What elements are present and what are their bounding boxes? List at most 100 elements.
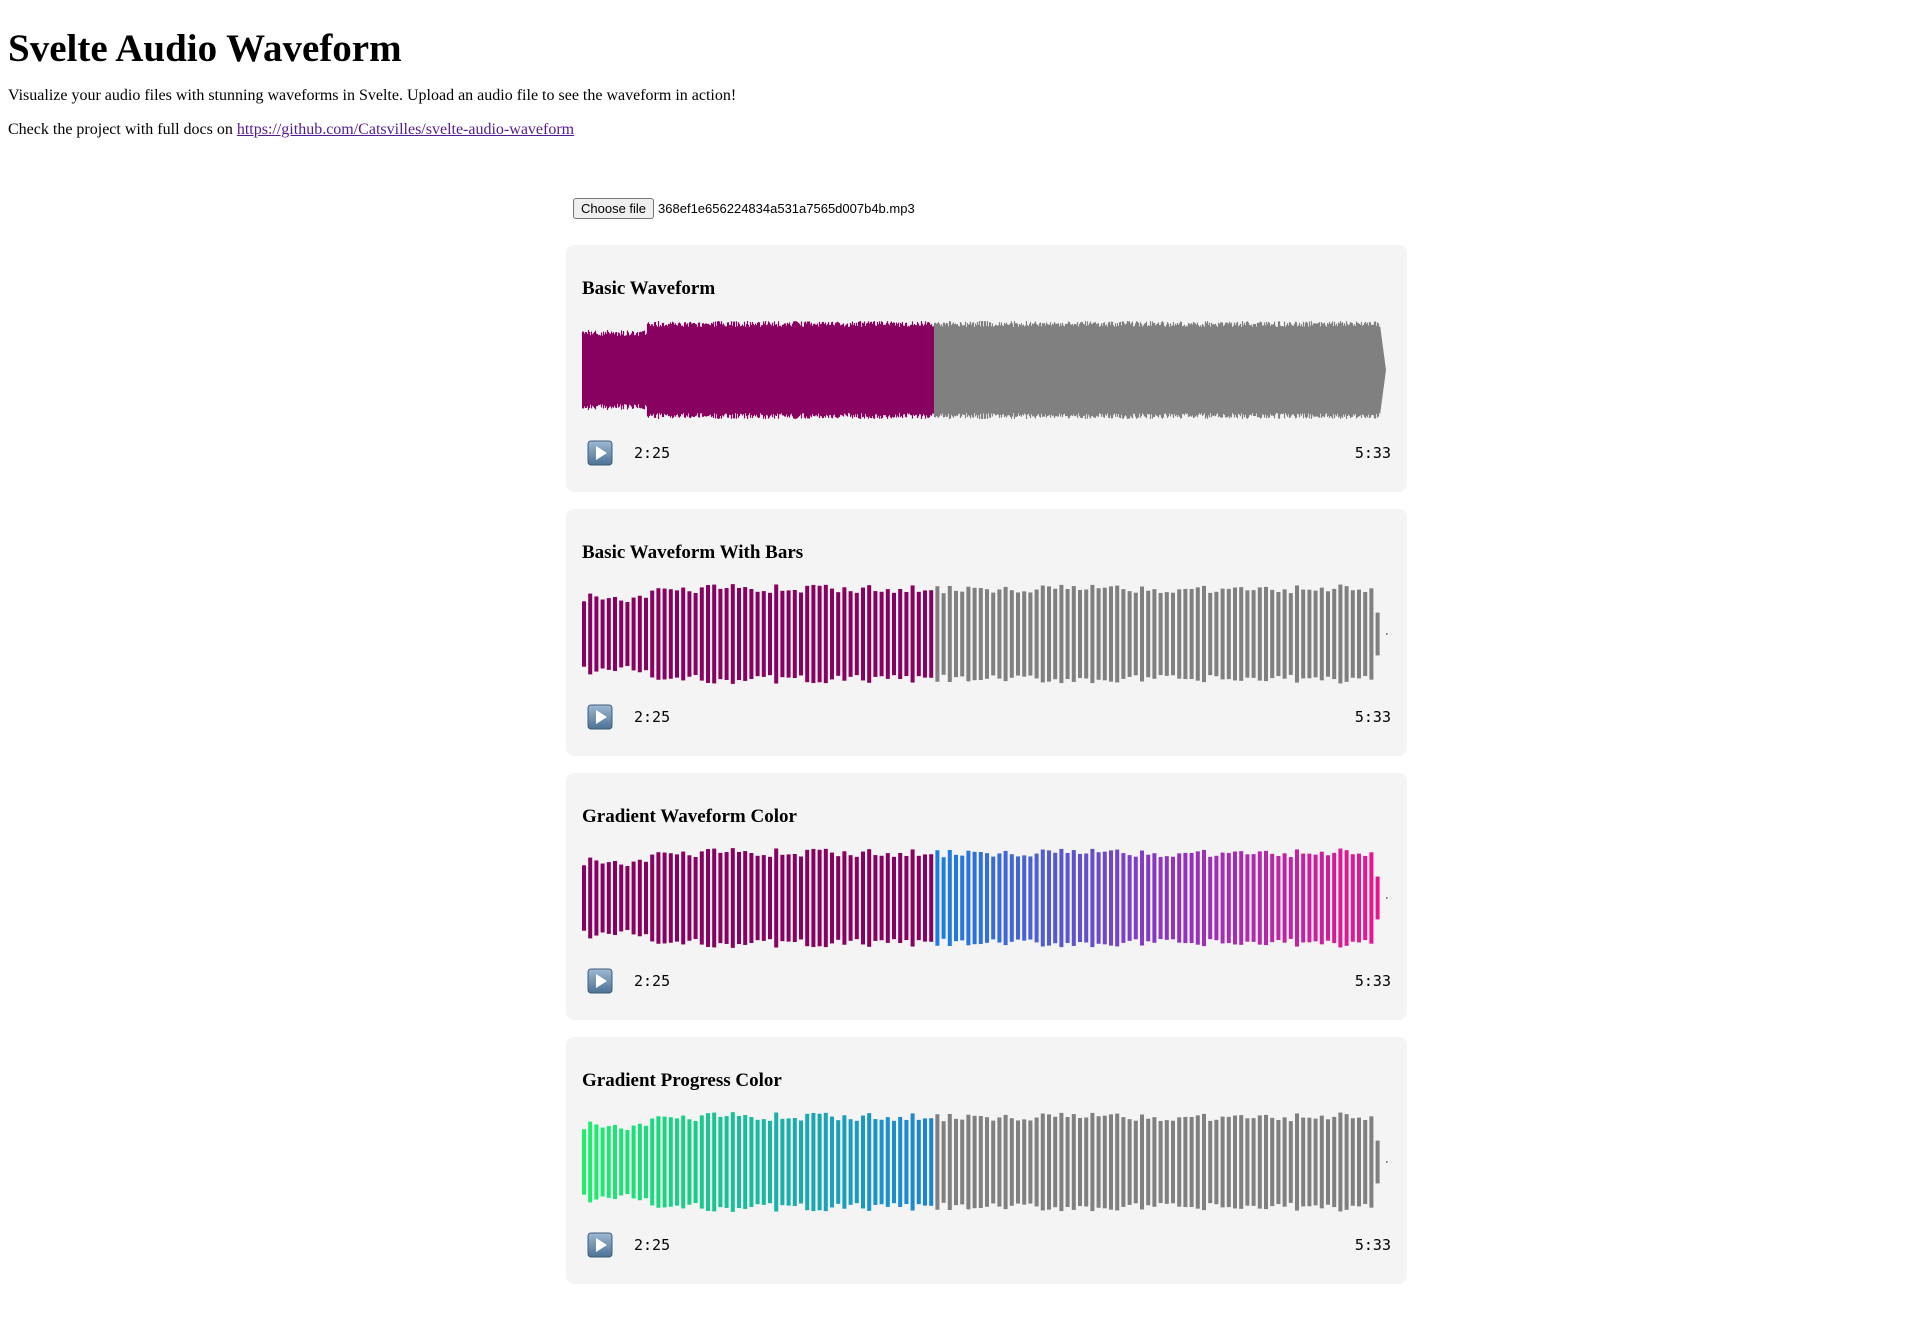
waveform-canvas[interactable] <box>582 583 1388 685</box>
waveform-bar <box>1009 590 1014 678</box>
waveform-progress-bar <box>873 591 878 677</box>
waveform-bar <box>954 854 958 942</box>
waveform-progress-bar <box>885 853 890 943</box>
waveform-bar <box>1146 590 1151 678</box>
waveform-bar <box>947 1114 952 1210</box>
waveform-bar <box>1047 850 1051 946</box>
waveform-bar <box>1022 591 1027 677</box>
waveform-bar <box>1177 853 1182 943</box>
play-icon <box>587 1232 613 1258</box>
waveform-progress-bar <box>842 587 847 681</box>
waveform-progress-bar <box>780 1118 785 1206</box>
waveform-bar <box>1034 1117 1039 1207</box>
waveform-bar <box>1028 1120 1033 1204</box>
waveform-bar <box>1202 1113 1206 1211</box>
waveform-progress-bar <box>743 587 748 681</box>
choose-file-button[interactable]: Choose file <box>573 198 655 219</box>
waveform-progress-bar <box>873 1119 878 1205</box>
card-title: Gradient Waveform Color <box>582 806 797 827</box>
waveform-bar <box>972 587 977 681</box>
waveform-canvas[interactable] <box>582 847 1388 949</box>
waveform-bar <box>1059 848 1064 948</box>
waveform-canvas[interactable] <box>582 1111 1388 1213</box>
waveform-progress-bar <box>805 849 810 947</box>
waveform-bar <box>1363 591 1368 677</box>
docs-link[interactable]: https://github.com/Catsvilles/svelte-aud… <box>236 121 575 138</box>
waveform-progress-bar <box>687 591 692 677</box>
waveform-bar <box>1239 1115 1244 1209</box>
waveform-progress-bar <box>668 853 673 943</box>
waveform-progress-bar <box>687 855 692 941</box>
waveform-bar <box>1121 1117 1126 1207</box>
waveform-progress-bar <box>718 1116 723 1208</box>
waveform-progress-bar <box>848 855 853 941</box>
play-button[interactable] <box>587 968 613 994</box>
waveform-bar <box>1133 856 1138 940</box>
play-button[interactable] <box>587 704 613 730</box>
waveform-bar <box>985 589 989 679</box>
waveform-end-marker <box>1386 633 1388 635</box>
waveform-bar <box>1109 850 1113 946</box>
waveform-bar <box>1183 1116 1188 1208</box>
waveform-progress-bar <box>606 598 611 670</box>
waveform-bar <box>1288 857 1293 939</box>
waveform-bar <box>947 850 952 946</box>
waveform-bar <box>1040 1113 1045 1211</box>
waveform-progress-bar <box>619 1128 624 1196</box>
waveform-bar <box>1003 1114 1008 1210</box>
waveform-progress-bar <box>668 1117 673 1207</box>
waveform-canvas[interactable] <box>582 319 1388 421</box>
waveform-progress-bar <box>693 1121 698 1203</box>
waveform-bar <box>1164 856 1169 940</box>
waveform-progress-bar <box>730 584 735 684</box>
waveform-bar <box>1251 1118 1256 1206</box>
waveform-progress-bar <box>681 587 686 681</box>
waveform-bar <box>1270 589 1275 679</box>
play-button[interactable] <box>587 1232 613 1258</box>
waveform-progress-bar <box>724 588 729 680</box>
waveform-bar <box>1307 1117 1312 1207</box>
waveform-progress-bar <box>631 861 636 935</box>
waveform-bar <box>941 1121 946 1203</box>
waveform-progress-bar <box>817 585 822 683</box>
selected-file-name: 368ef1e656224834a531a7565d007b4b.mp3 <box>658 201 915 216</box>
waveform-progress-bar <box>811 1112 816 1212</box>
waveform-progress-bar <box>699 851 704 945</box>
waveform-bar <box>1084 1117 1089 1207</box>
waveform-bar <box>1053 852 1058 944</box>
docs-prefix: Check the project with full docs on <box>8 121 233 138</box>
waveform-progress-bar <box>885 589 890 679</box>
waveform-bar <box>1133 592 1138 676</box>
waveform-bar <box>1344 850 1349 946</box>
waveform-bar <box>985 853 989 943</box>
waveform-bar <box>985 1117 989 1207</box>
waveform-bar <box>1326 1119 1330 1205</box>
waveform-bar <box>991 856 996 940</box>
waveform-bar <box>1115 849 1120 947</box>
waveform-bar <box>1239 851 1244 945</box>
waveform-bar <box>1016 1120 1020 1204</box>
waveform-bar <box>1177 1117 1182 1207</box>
waveform-progress-bar <box>885 1117 890 1207</box>
waveform-progress-bar <box>675 590 679 678</box>
waveform-progress-bar <box>823 584 828 684</box>
play-icon <box>587 440 613 466</box>
waveform-bar <box>1344 1114 1349 1210</box>
waveform-bar <box>1357 1117 1361 1207</box>
waveform-progress-bar <box>879 591 884 677</box>
waveform-progress-bar <box>600 863 605 933</box>
waveform-bar <box>1245 854 1250 942</box>
play-button[interactable] <box>587 440 613 466</box>
waveform-bar <box>1202 849 1206 947</box>
waveform-progress-bar <box>644 1125 648 1199</box>
waveform-bar <box>1251 590 1256 678</box>
waveform-progress-bar <box>730 848 735 948</box>
waveform-bar <box>1307 589 1312 679</box>
waveform-progress-bar <box>662 852 667 944</box>
waveform-bar <box>960 1119 965 1205</box>
waveform-bar <box>1295 849 1299 947</box>
file-input[interactable]: Choose file 368ef1e656224834a531a7565d00… <box>573 198 915 219</box>
waveform-bar <box>1183 852 1188 944</box>
waveform-bar <box>1115 1113 1120 1211</box>
